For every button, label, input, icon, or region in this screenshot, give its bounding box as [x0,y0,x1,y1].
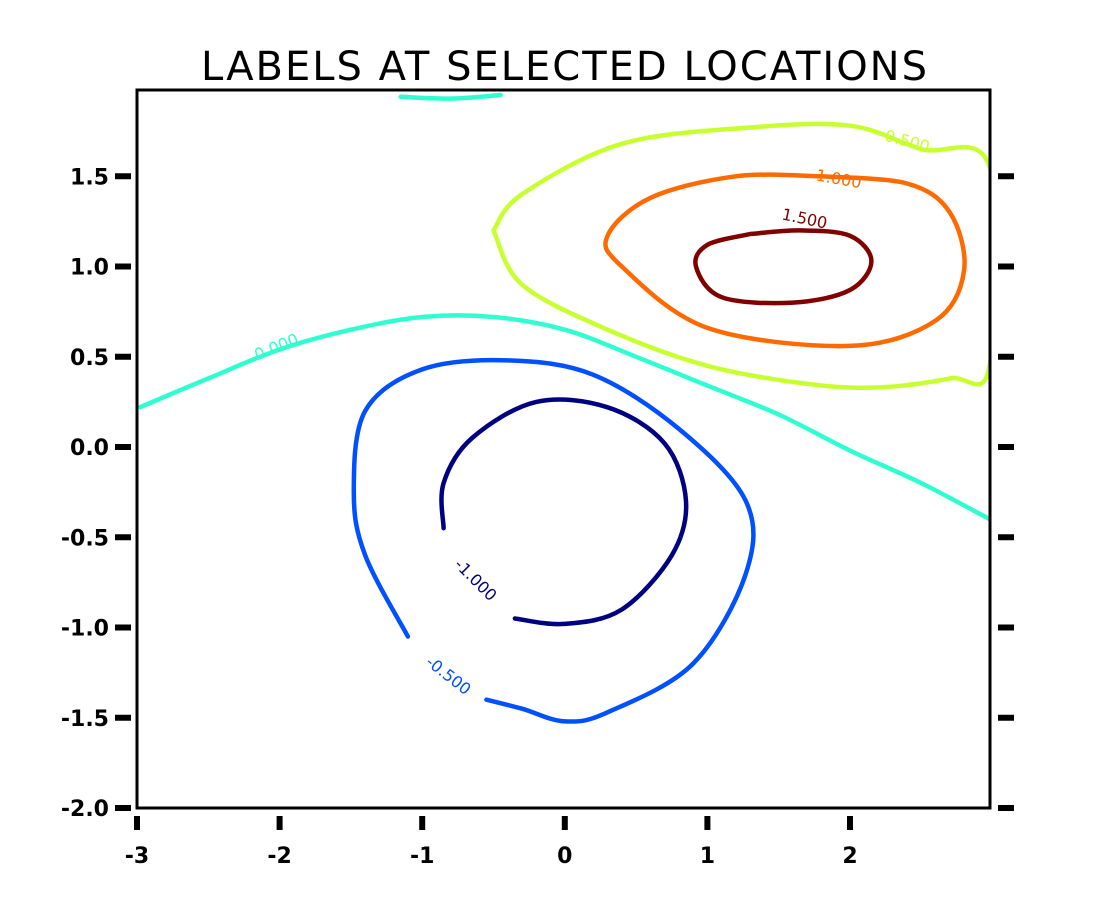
y-tick-label-6: 1.0 [70,256,109,281]
chart-title: LABELS AT SELECTED LOCATIONS [201,44,929,90]
contour-line-1_5-0 [693,228,874,306]
x-tick-label-0: -3 [125,844,149,869]
contour-line-1-1 [603,172,967,349]
contour-line-0-3 [137,313,990,522]
y-tick-label-3: -0.5 [61,526,109,551]
contour-label-1: 1.000 [815,166,863,193]
x-tick-label-5: 2 [842,844,857,869]
plot-frame [135,88,992,810]
contour-label-5: -1.000 [451,555,501,605]
contour-line-0_5-2 [491,121,990,390]
x-tick-label-4: 1 [700,844,715,869]
y-tick-label-0: -2.0 [61,797,109,822]
y-tick-label-5: 0.5 [70,346,109,371]
contour-label-4: -0.500 [422,652,474,699]
y-tick-label-4: 0.0 [70,436,109,461]
contour-line-0-4 [398,92,503,101]
contour-line-neg1-6 [439,397,689,627]
x-tick-label-1: -2 [267,844,291,869]
contour-label-3: 0.000 [252,329,302,364]
contour-line-neg0_5-5 [351,357,756,724]
y-tick-label-2: -1.0 [61,617,109,642]
x-tick-label-3: 0 [557,844,572,869]
y-tick-label-1: -1.5 [61,707,109,732]
contour-label-2: 0.500 [883,126,932,156]
y-tick-label-7: 1.5 [70,165,109,190]
x-tick-label-2: -1 [410,844,434,869]
